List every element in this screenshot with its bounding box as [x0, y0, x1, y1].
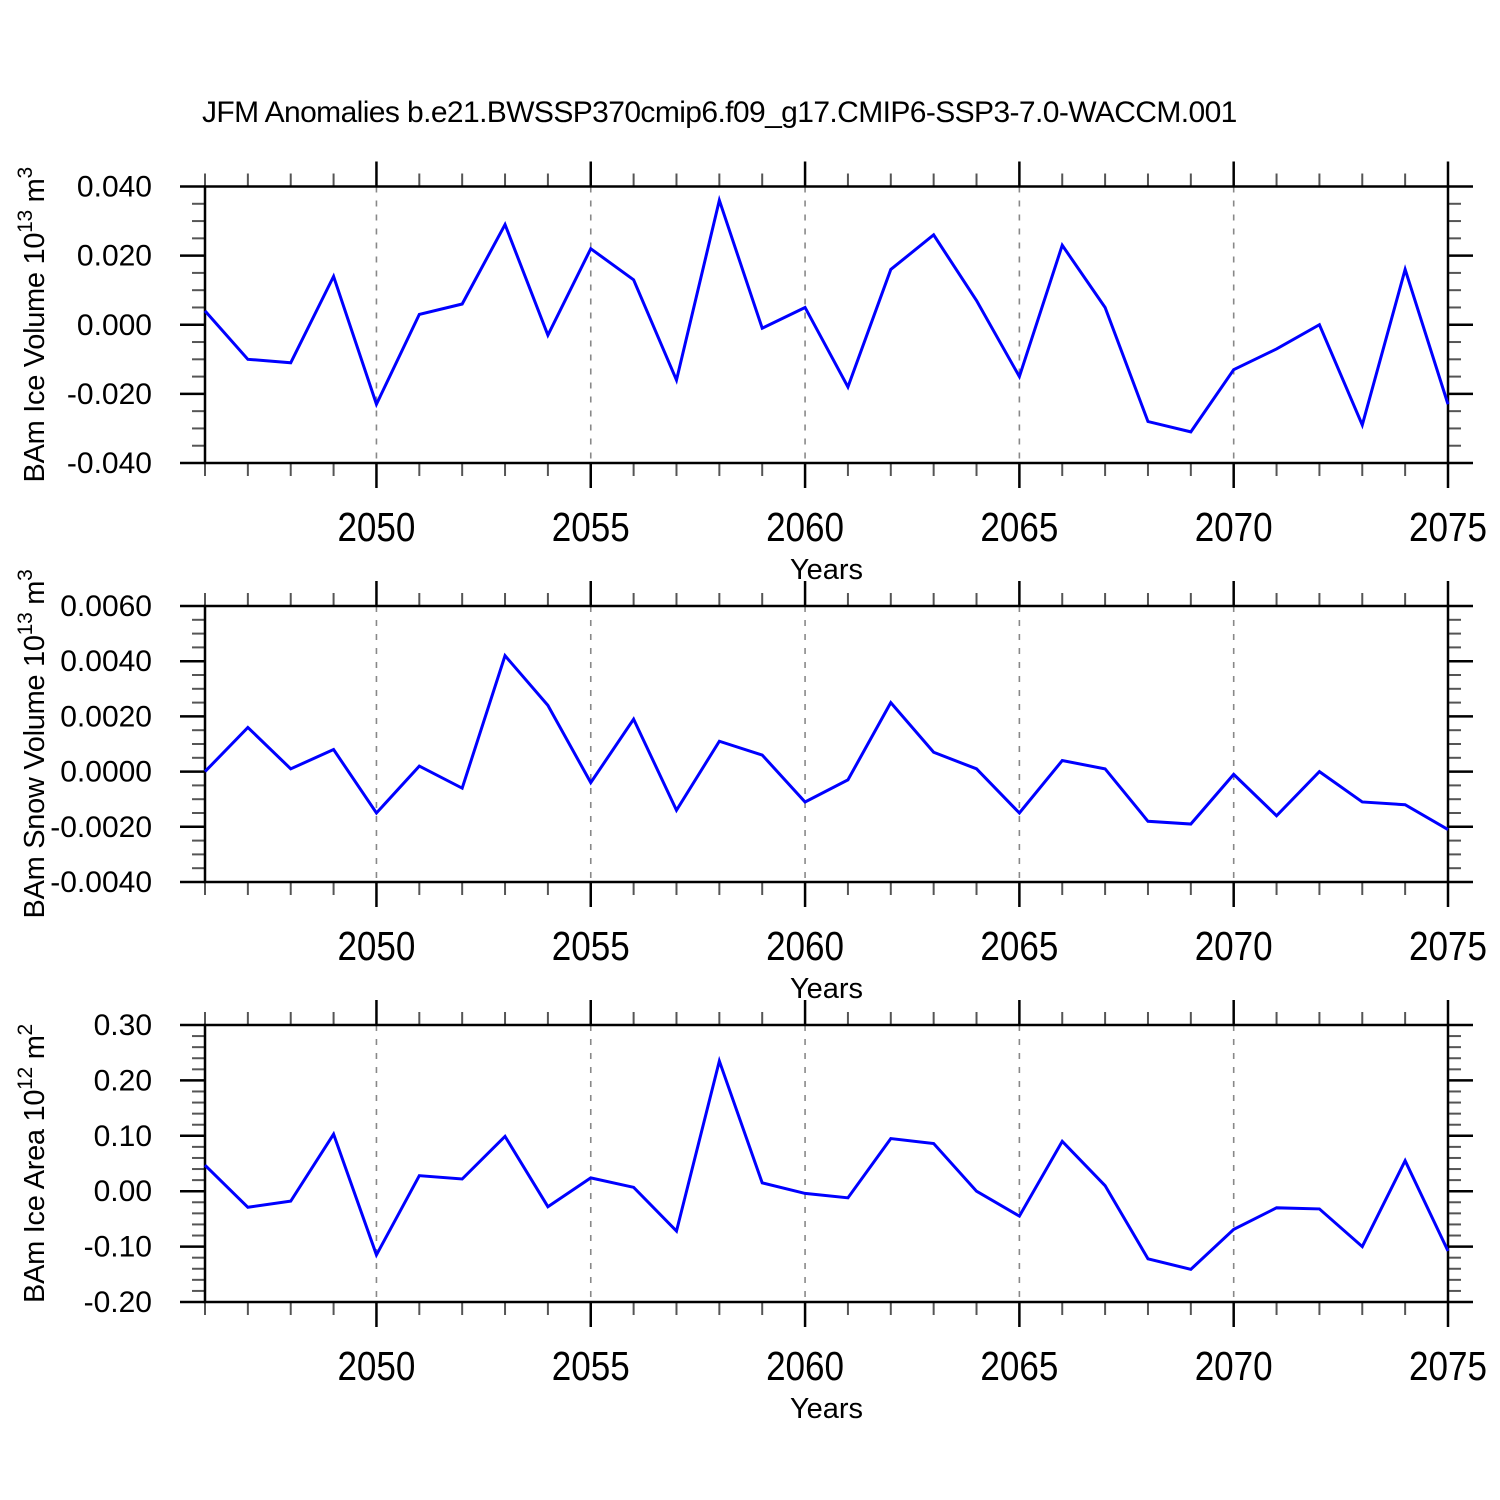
x-tick-label: 2060: [766, 504, 844, 550]
x-tick-label: 2065: [980, 923, 1058, 969]
x-axis-title: Years: [790, 1393, 863, 1425]
y-tick-label: 0.020: [77, 240, 152, 273]
x-gridlines: [375, 606, 1235, 882]
data-line: [203, 1055, 1450, 1271]
y-ticks: [180, 1023, 1473, 1304]
y-tick-labels: 0.30 0.20 0.10 0.00 -0.10 -0.20: [84, 1009, 152, 1319]
x-tick-label: 2070: [1195, 923, 1273, 969]
y-tick-labels: 0.0060 0.0040 0.0020 0.0000 -0.0020 -0.0040: [50, 590, 152, 899]
y-axis-title: BAm Ice Volume 1013 m3: [14, 167, 51, 482]
y-tick-label: 0.0060: [60, 590, 152, 623]
x-tick-label: 2065: [980, 504, 1058, 550]
y-ticks: [180, 604, 1473, 884]
y-tick-label: -0.020: [67, 378, 152, 411]
x-tick-label: 2055: [552, 1343, 630, 1389]
data-line: [203, 194, 1450, 434]
y-tick-label: -0.10: [84, 1231, 152, 1264]
x-ticks: [204, 1000, 1450, 1327]
x-gridlines: [375, 1025, 1235, 1302]
x-ticks: [204, 581, 1450, 907]
plot-frame: [203, 185, 1450, 465]
chart-title: JFM Anomalies b.e21.BWSSP370cmip6.f09_g1…: [202, 96, 1237, 129]
x-tick-label: 2050: [337, 1343, 415, 1389]
plot-frame: [203, 1023, 1450, 1304]
x-tick-label: 2055: [552, 923, 630, 969]
x-tick-label: 2075: [1409, 1343, 1487, 1389]
y-tick-label: 0.0000: [60, 756, 152, 789]
x-tick-label: 2065: [980, 1343, 1058, 1389]
x-tick-label: 2075: [1409, 923, 1487, 969]
data-line: [203, 652, 1449, 831]
x-tick-labels: 2050 2055 2060 2065 2070 2075: [337, 1343, 1487, 1389]
x-axis-title: Years: [790, 554, 863, 586]
x-tick-label: 2050: [337, 923, 415, 969]
x-gridlines: [375, 186, 1235, 463]
y-tick-labels: 0.040 0.020 0.000 -0.020 -0.040: [67, 171, 152, 481]
y-tick-label: 0.040: [77, 171, 152, 204]
y-tick-label: 0.30: [94, 1009, 152, 1042]
y-tick-label: 0.00: [94, 1175, 152, 1208]
x-axis-title: Years: [790, 973, 863, 1005]
y-tick-label: 0.0020: [60, 700, 152, 733]
y-tick-label: 0.0040: [60, 645, 152, 678]
y-ticks: [180, 185, 1473, 465]
x-tick-label: 2055: [552, 504, 630, 550]
x-tick-label: 2070: [1195, 1343, 1273, 1389]
y-tick-label: 0.10: [94, 1120, 152, 1153]
x-ticks: [204, 161, 1450, 488]
x-tick-labels: 2050 2055 2060 2065 2070 2075: [337, 504, 1487, 550]
y-tick-label: 0.20: [94, 1064, 152, 1097]
x-tick-label: 2050: [337, 504, 415, 550]
x-tick-labels: 2050 2055 2060 2065 2070 2075: [337, 923, 1487, 969]
y-tick-label: 0.000: [77, 309, 152, 342]
y-axis-title: BAm Snow Volume 1013 m3: [14, 570, 51, 919]
x-tick-label: 2070: [1195, 504, 1273, 550]
y-tick-label: -0.0040: [50, 866, 152, 899]
plot-frame: [203, 604, 1450, 884]
y-tick-label: -0.0020: [50, 811, 152, 844]
x-tick-label: 2060: [766, 1343, 844, 1389]
y-axis-title: BAm Ice Area 1012 m2: [14, 1024, 51, 1303]
y-tick-label: -0.20: [84, 1286, 152, 1319]
x-tick-label: 2075: [1409, 504, 1487, 550]
y-tick-label: -0.040: [67, 447, 152, 480]
x-tick-label: 2060: [766, 923, 844, 969]
